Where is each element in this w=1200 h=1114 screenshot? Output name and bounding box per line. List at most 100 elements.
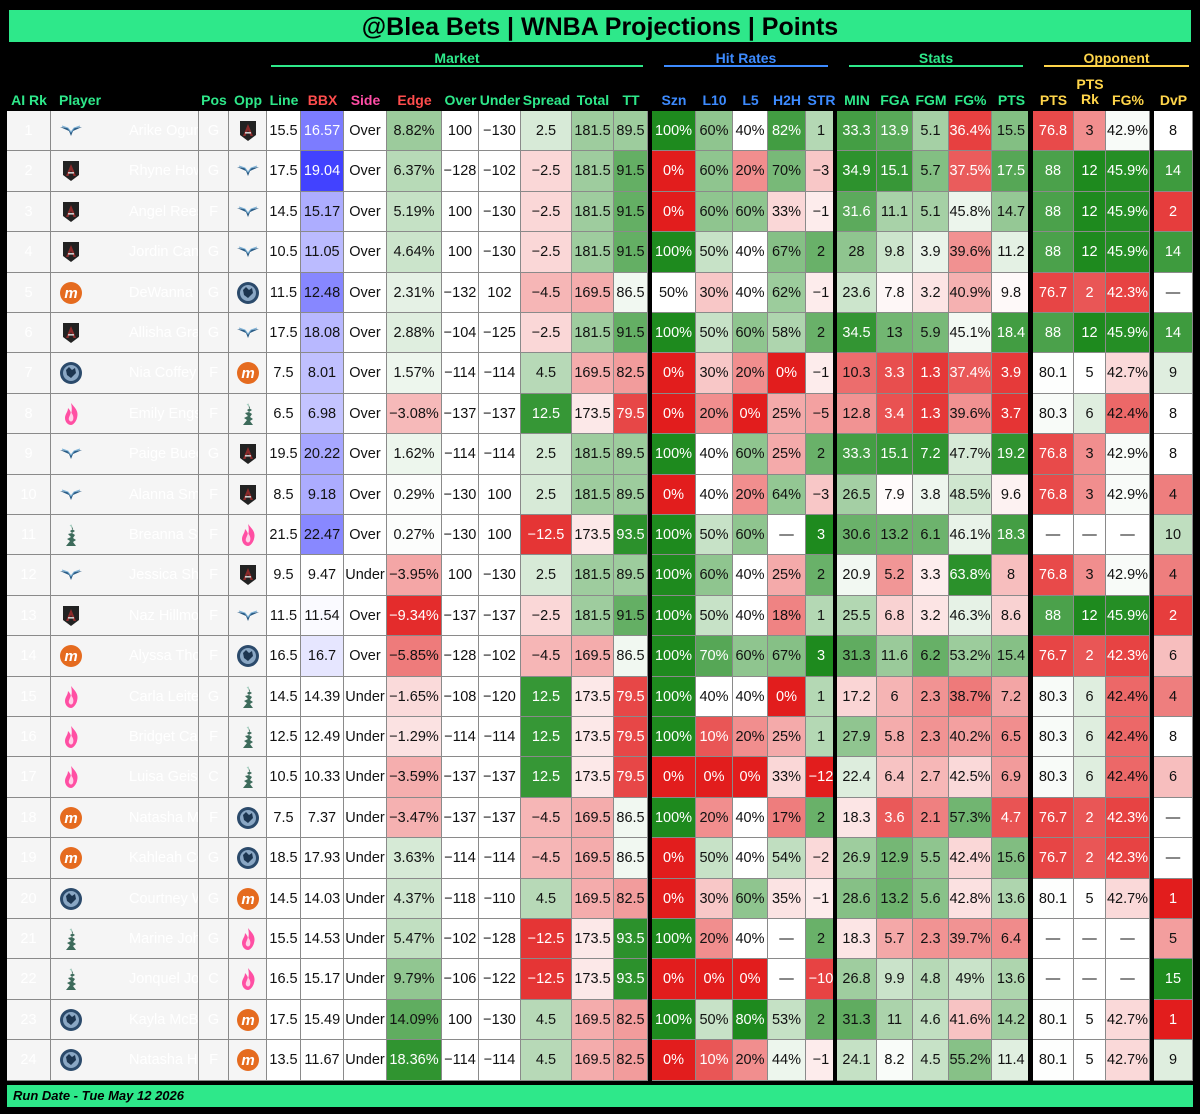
header-fgm: FGM (915, 92, 947, 108)
cell-min: 30.6 (837, 515, 877, 556)
cell-ofg: 42.4% (1106, 717, 1150, 758)
lynx-team-icon (59, 1048, 83, 1072)
opp-cell (229, 151, 267, 192)
cell-l10: 40% (696, 474, 733, 515)
cell-fga: 6.4 (877, 757, 913, 798)
wings-opponent-icon (236, 159, 260, 183)
player-cell: m Natasha Mack (51, 797, 199, 839)
cell-fgp: 38.7% (949, 676, 992, 717)
cell-ork: — (1074, 515, 1106, 556)
wings-team-icon (59, 483, 83, 507)
cell-fga: 5.2 (877, 555, 913, 596)
cell-opts: 76.7 (1033, 838, 1074, 879)
cell-pts: 15.6 (992, 838, 1031, 879)
cell-pos: F (199, 636, 229, 677)
player-cell: Allisha Gray (51, 313, 199, 354)
cell-pts: 3.7 (992, 393, 1031, 435)
cell-fgm: 5.9 (913, 313, 949, 354)
cell-total: 181.5 (572, 595, 614, 637)
player-cell: Nia Coffey (51, 353, 199, 394)
cell-ofg: — (1106, 515, 1150, 556)
cell-spread: −2.5 (521, 151, 572, 192)
cell-rk: 20 (7, 878, 51, 919)
cell-h2h: 67% (768, 636, 806, 677)
table-row: 17 Luisa GeiselsoderC 10.510.33Under−3.59%… (7, 757, 1193, 798)
cell-l10: 50% (696, 313, 733, 354)
wings-opponent-icon (236, 321, 260, 345)
cell-rk: 5 (7, 272, 51, 313)
cell-bbx: 15.49 (301, 999, 344, 1041)
cell-dvp: 1 (1154, 878, 1193, 919)
cell-spread: −12.5 (521, 515, 572, 556)
table-row: 4 Jordin CanadaG 10.511.05Over4.64%100−130… (7, 232, 1193, 273)
cell-tt: 82.5 (614, 1040, 648, 1081)
cell-edge: 2.88% (387, 313, 442, 354)
cell-side: Over (344, 272, 387, 313)
cell-under: −137 (479, 757, 521, 798)
cell-spread: −4.5 (521, 636, 572, 677)
cell-l5: 60% (733, 313, 768, 354)
table-row: 6 Allisha GrayG 17.518.08Over2.88%−104−125… (7, 313, 1193, 354)
cell-l5: 40% (733, 111, 768, 152)
cell-ork: 5 (1074, 353, 1106, 394)
cell-bbx: 15.17 (301, 959, 344, 1000)
liberty-opponent-icon (236, 685, 260, 709)
cell-spread: 2.5 (521, 555, 572, 596)
cell-fgp: 45.8% (949, 191, 992, 233)
cell-pos: F (199, 353, 229, 394)
cell-side: Under (344, 717, 387, 758)
cell-over: −128 (442, 151, 479, 192)
cell-fgp: 36.4% (949, 111, 992, 152)
cell-l10: 60% (696, 151, 733, 192)
opp-cell (229, 959, 267, 1000)
cell-ork: 5 (1074, 878, 1106, 919)
cell-over: 100 (442, 111, 479, 152)
cell-under: −130 (479, 111, 521, 152)
cell-l10: 0% (696, 959, 733, 1000)
cell-min: 17.2 (837, 676, 877, 717)
player-name: Allisha Gray (129, 325, 198, 341)
cell-line: 6.5 (267, 393, 301, 435)
cell-fgp: 37.4% (949, 353, 992, 394)
cell-spread: 12.5 (521, 757, 572, 798)
cell-spread: −2.5 (521, 313, 572, 354)
cell-rk: 16 (7, 717, 51, 758)
cell-edge: 4.64% (387, 232, 442, 273)
cell-opts: 88 (1033, 313, 1074, 354)
cell-l10: 60% (696, 555, 733, 596)
cell-bbx: 11.05 (301, 232, 344, 273)
cell-side: Over (344, 313, 387, 354)
cell-tt: 79.5 (614, 676, 648, 717)
player-cell: Paige Bueckers (51, 434, 199, 475)
cell-pos: F (199, 555, 229, 596)
cell-fgm: 5.1 (913, 191, 949, 233)
cell-fgp: 47.7% (949, 434, 992, 475)
cell-szn: 0% (652, 878, 696, 919)
cell-opts: 88 (1033, 151, 1074, 192)
cell-bbx: 20.22 (301, 434, 344, 475)
cell-h2h: 44% (768, 1040, 806, 1081)
cell-dvp: 14 (1154, 313, 1193, 354)
cell-str: −12 (806, 757, 837, 798)
fire-opponent-icon (236, 927, 260, 951)
cell-ofg: 42.7% (1106, 353, 1150, 394)
cell-fgm: 5.7 (913, 151, 949, 192)
cell-min: 22.4 (837, 757, 877, 798)
cell-line: 14.5 (267, 191, 301, 233)
cell-total: 173.5 (572, 757, 614, 798)
player-cell: m Alyssa Thomas (51, 636, 199, 677)
cell-h2h: — (768, 959, 806, 1000)
cell-line: 18.5 (267, 838, 301, 879)
cell-fgm: 2.3 (913, 717, 949, 758)
cell-fgm: 4.5 (913, 1040, 949, 1081)
cell-fga: 13.2 (877, 878, 913, 919)
wings-team-icon (59, 119, 83, 143)
cell-fgp: 53.2% (949, 636, 992, 677)
player-cell: Rhyne Howard (51, 151, 199, 192)
cell-rk: 14 (7, 636, 51, 677)
cell-fgp: 57.3% (949, 797, 992, 839)
cell-pts: 15.4 (992, 636, 1031, 677)
